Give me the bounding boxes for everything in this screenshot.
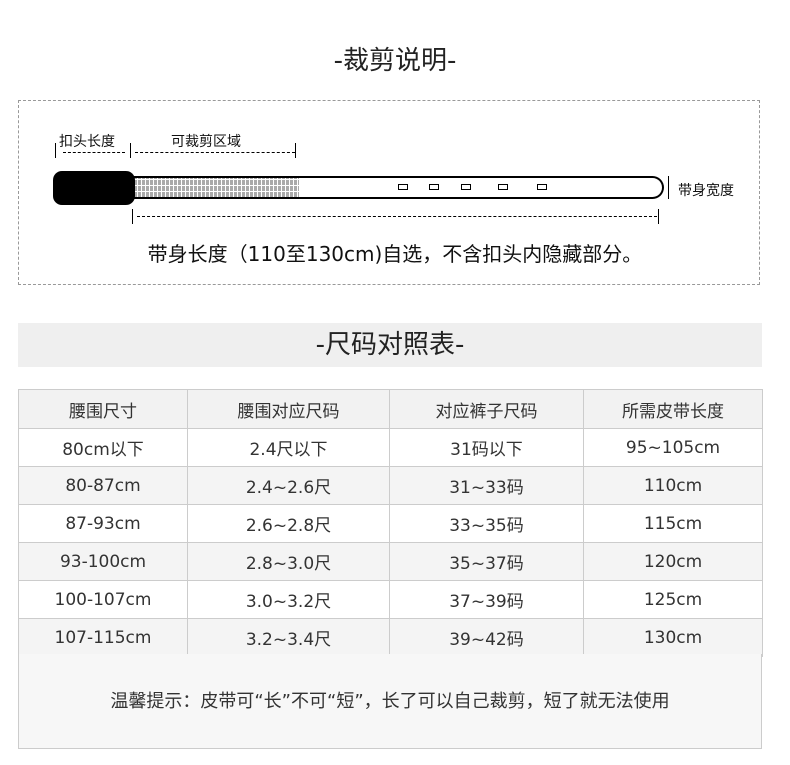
cell: 33~35码 xyxy=(389,504,584,543)
cell: 130cm xyxy=(583,618,763,657)
belt-width-label: 带身宽度 xyxy=(678,183,734,199)
cell: 93-100cm xyxy=(18,542,188,581)
dimension-tick xyxy=(658,209,659,224)
table-row: 87-93cm 2.6~2.8尺 33~35码 115cm xyxy=(18,504,763,543)
cell: 39~42码 xyxy=(389,618,584,657)
cell: 80cm以下 xyxy=(18,428,188,467)
cuttable-area-label: 可裁剪区域 xyxy=(171,134,241,150)
belt-strap xyxy=(134,176,664,199)
cutting-title: -裁剪说明- xyxy=(333,46,457,76)
header-waist-size: 腰围尺寸 xyxy=(18,389,188,429)
cell: 2.8~3.0尺 xyxy=(187,542,390,581)
dimension-tick xyxy=(132,209,133,224)
buckle-length-line xyxy=(63,152,125,153)
belt-hole xyxy=(461,184,471,190)
belt-hole xyxy=(537,184,547,190)
belt-buckle xyxy=(53,171,135,205)
cell: 80-87cm xyxy=(18,466,188,505)
warm-tip: 温馨提示：皮带可“长”不可“短”，长了可以自己裁剪，短了就无法使用 xyxy=(18,654,762,749)
table-row: 80-87cm 2.4~2.6尺 31~33码 110cm xyxy=(18,466,763,505)
cell: 3.2~3.4尺 xyxy=(187,618,390,657)
cuttable-area-hatch xyxy=(134,178,299,197)
dimension-tick xyxy=(55,143,56,158)
buckle-length-label: 扣头长度 xyxy=(59,134,115,150)
cell: 125cm xyxy=(583,580,763,619)
cuttable-area-line xyxy=(135,152,295,153)
cell: 2.6~2.8尺 xyxy=(187,504,390,543)
cutting-diagram-box xyxy=(18,100,760,285)
table-row: 100-107cm 3.0~3.2尺 37~39码 125cm xyxy=(18,580,763,619)
belt-hole xyxy=(498,184,508,190)
cell: 31码以下 xyxy=(389,428,584,467)
header-pants-size: 对应裤子尺码 xyxy=(389,389,584,429)
cell: 31~33码 xyxy=(389,466,584,505)
belt-length-description: 带身长度（110至130cm)自选，不含扣头内隐藏部分。 xyxy=(147,242,643,266)
cell: 95~105cm xyxy=(583,428,763,467)
cell: 120cm xyxy=(583,542,763,581)
size-chart-table: 腰围尺寸 腰围对应尺码 对应裤子尺码 所需皮带长度 80cm以下 2.4尺以下 31… xyxy=(18,389,763,657)
dimension-tick xyxy=(295,143,296,158)
belt-hole xyxy=(398,184,408,190)
header-waist-chi: 腰围对应尺码 xyxy=(187,389,390,429)
belt-length-line xyxy=(137,216,657,217)
cell: 2.4~2.6尺 xyxy=(187,466,390,505)
cell: 87-93cm xyxy=(18,504,188,543)
table-header-row: 腰围尺寸 腰围对应尺码 对应裤子尺码 所需皮带长度 xyxy=(18,389,763,429)
table-row: 80cm以下 2.4尺以下 31码以下 95~105cm xyxy=(18,428,763,467)
cell: 35~37码 xyxy=(389,542,584,581)
cell: 37~39码 xyxy=(389,580,584,619)
cell: 110cm xyxy=(583,466,763,505)
cell: 2.4尺以下 xyxy=(187,428,390,467)
header-belt-length: 所需皮带长度 xyxy=(583,389,763,429)
table-row: 93-100cm 2.8~3.0尺 35~37码 120cm xyxy=(18,542,763,581)
cell: 107-115cm xyxy=(18,618,188,657)
dimension-tick xyxy=(130,143,131,158)
table-row: 107-115cm 3.2~3.4尺 39~42码 130cm xyxy=(18,618,763,657)
belt-hole xyxy=(429,184,439,190)
cell: 3.0~3.2尺 xyxy=(187,580,390,619)
cell: 115cm xyxy=(583,504,763,543)
size-chart-title: -尺码对照表- xyxy=(18,323,762,367)
belt-width-tick xyxy=(668,176,669,199)
cell: 100-107cm xyxy=(18,580,188,619)
